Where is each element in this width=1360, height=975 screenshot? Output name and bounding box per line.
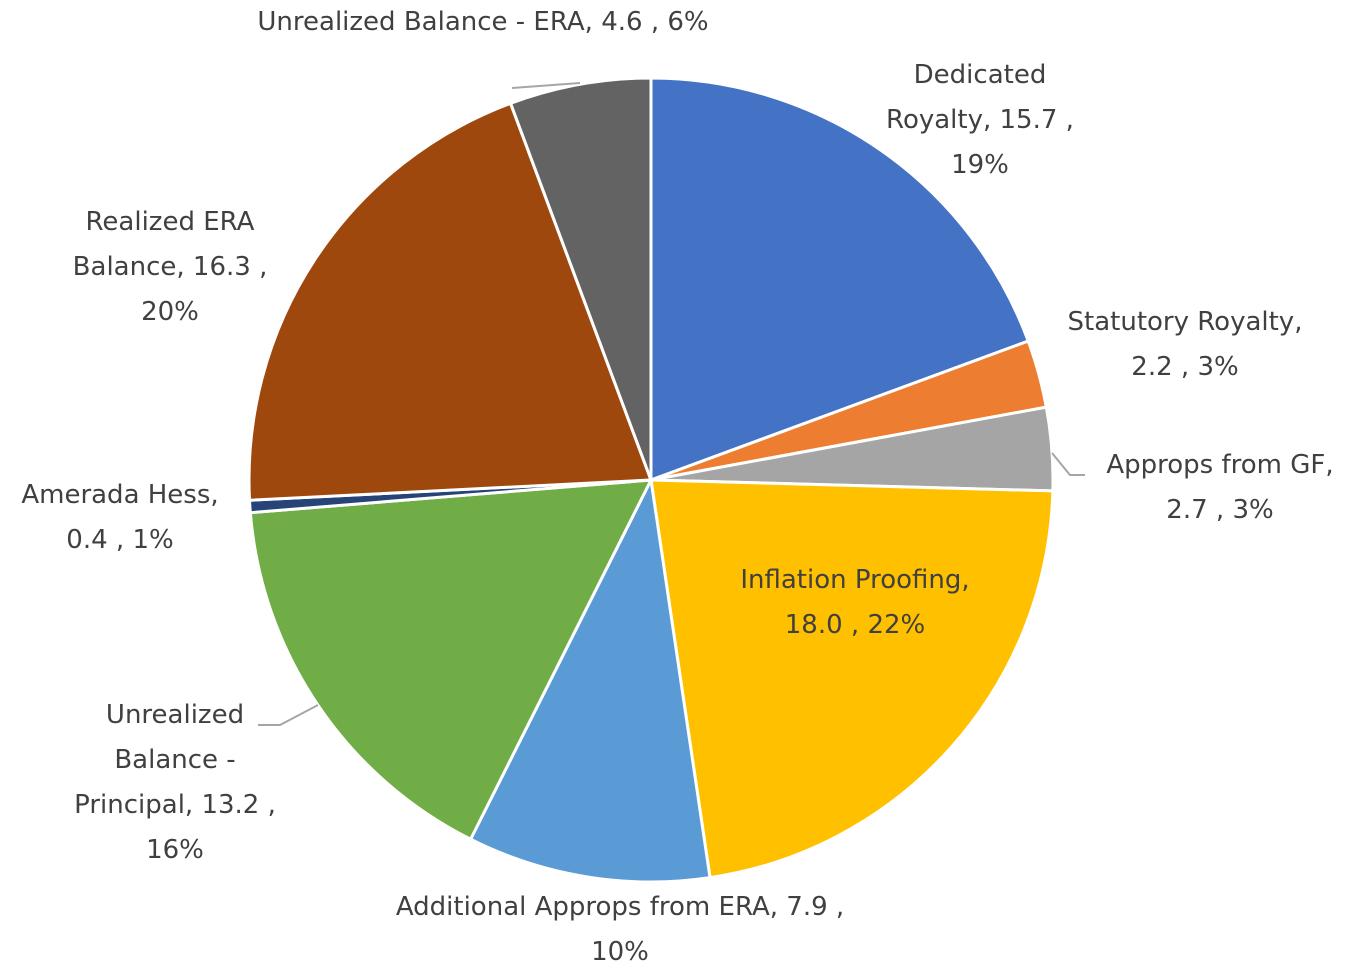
separator: , xyxy=(961,565,970,595)
data-label: Approps from GF, 2.7 , 3% xyxy=(1085,443,1355,533)
value-label: 2.2 xyxy=(1131,352,1173,382)
percent-label: 3% xyxy=(1197,352,1239,382)
value-label: 0.4 xyxy=(66,525,108,555)
separator: , xyxy=(210,480,219,510)
separator: , xyxy=(184,790,194,820)
percent-label: 22% xyxy=(867,610,926,640)
category-name: Dedicated Royalty xyxy=(886,60,1047,135)
pie-slice xyxy=(649,76,1031,483)
value-label: 15.7 xyxy=(999,105,1058,135)
percent-label: 16% xyxy=(146,835,204,865)
separator: , xyxy=(115,525,125,555)
separator: , xyxy=(1065,105,1074,135)
data-label: Amerada Hess, 0.4 , 1% xyxy=(0,473,240,563)
value-label: 2.7 xyxy=(1166,495,1208,525)
separator: , xyxy=(584,7,593,37)
slices xyxy=(247,76,1055,884)
separator: , xyxy=(1325,450,1334,480)
data-label: Realized ERA Balance, 16.3 , 20% xyxy=(55,200,285,335)
leader-line xyxy=(1051,452,1085,476)
value-label: 18.0 xyxy=(784,610,843,640)
category-name: Unrealized Balance - Principal xyxy=(74,700,245,820)
value-label: 4.6 xyxy=(601,7,643,37)
value-label: 13.2 xyxy=(201,790,260,820)
data-label: Unrealized Balance - ERA, 4.6 , 6% xyxy=(248,0,718,45)
data-label: Additional Approps from ERA, 7.9 , 10% xyxy=(380,885,860,975)
percent-label: 20% xyxy=(141,297,199,327)
percent-label: 19% xyxy=(951,150,1009,180)
category-name: Realized ERA Balance xyxy=(72,207,255,282)
category-name: Statutory Royalty xyxy=(1067,307,1295,337)
pie-slice xyxy=(247,101,654,502)
data-label: Statutory Royalty, 2.2 , 3% xyxy=(1065,300,1305,390)
leader-line xyxy=(258,704,319,726)
category-name: Amerada Hess xyxy=(21,480,211,510)
category-name: Unrealized Balance - ERA xyxy=(257,7,585,37)
pie-slice xyxy=(468,475,712,884)
category-name: Additional Approps from ERA xyxy=(395,892,770,922)
value-label: 16.3 xyxy=(192,252,251,282)
pie-slice xyxy=(508,76,653,481)
separator: , xyxy=(1180,352,1190,382)
percent-label: 10% xyxy=(591,937,649,967)
separator: , xyxy=(835,892,845,922)
separator: , xyxy=(1294,307,1303,337)
separator: , xyxy=(982,105,992,135)
separator: , xyxy=(769,892,779,922)
value-label: 7.9 xyxy=(786,892,828,922)
percent-label: 1% xyxy=(132,525,174,555)
data-label: Inflation Proofing, 18.0 , 22% xyxy=(730,558,980,648)
separator: , xyxy=(259,252,268,282)
separator: , xyxy=(267,790,276,820)
leader-line xyxy=(511,82,581,89)
separator: , xyxy=(1215,495,1225,525)
separator: , xyxy=(650,7,660,37)
category-name: Approps from GF xyxy=(1106,450,1326,480)
separator: , xyxy=(850,610,860,640)
data-label: Dedicated Royalty, 15.7 , 19% xyxy=(870,53,1090,188)
data-label: Unrealized Balance - Principal, 13.2 , 1… xyxy=(68,693,283,873)
pie-slice xyxy=(649,478,1055,880)
percent-label: 6% xyxy=(667,7,709,37)
category-name: Inflation Proofing xyxy=(740,565,962,595)
separator: , xyxy=(176,252,185,282)
percent-label: 3% xyxy=(1232,495,1274,525)
